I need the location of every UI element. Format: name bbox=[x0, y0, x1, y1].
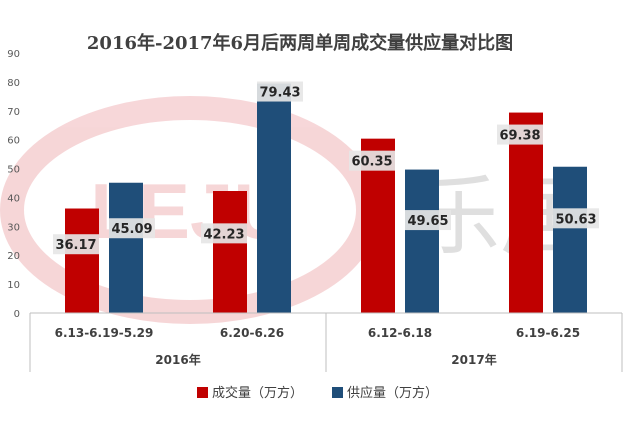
y-axis: 0 10 20 30 40 50 60 70 80 90 bbox=[7, 49, 20, 320]
data-label: 49.65 bbox=[407, 214, 448, 229]
y-tick-label: 90 bbox=[7, 49, 20, 60]
bar-volume bbox=[213, 191, 247, 313]
bar-supply bbox=[257, 83, 291, 313]
data-label-box bbox=[53, 234, 99, 255]
legend-swatch bbox=[332, 387, 343, 398]
data-label: 42.23 bbox=[203, 227, 244, 242]
data-label: 69.38 bbox=[499, 129, 540, 144]
legend-swatch bbox=[197, 387, 208, 398]
group-label: 2017年 bbox=[451, 352, 496, 367]
y-tick-label: 70 bbox=[7, 107, 20, 118]
y-tick-label: 40 bbox=[7, 193, 20, 204]
data-label-box bbox=[349, 150, 395, 171]
legend-label: 成交量（万方） bbox=[212, 385, 303, 401]
data-label-box bbox=[405, 210, 451, 231]
bar-supply bbox=[109, 182, 143, 313]
y-tick-label: 0 bbox=[14, 309, 20, 320]
x-axis: 6.13-6.19-5.29 6.20-6.26 6.12-6.18 6.19-6.2… bbox=[29, 312, 623, 372]
y-tick-label: 80 bbox=[7, 78, 20, 89]
data-label-box bbox=[257, 81, 303, 102]
data-label: 45.09 bbox=[111, 222, 152, 237]
bar-volume bbox=[65, 208, 99, 313]
data-label: 60.35 bbox=[351, 155, 392, 170]
data-label: 50.63 bbox=[555, 212, 596, 227]
x-tick-label: 6.19-6.25 bbox=[516, 326, 580, 340]
data-label: 36.17 bbox=[55, 238, 96, 253]
data-label-box bbox=[201, 223, 247, 244]
y-tick-label: 20 bbox=[7, 251, 20, 262]
x-tick-label: 6.20-6.26 bbox=[220, 326, 284, 340]
legend: 成交量（万方） 供应量（万方） bbox=[197, 385, 438, 401]
group-label: 2016年 bbox=[155, 352, 200, 367]
chart-title: 2016年-2017年6月后两周单周成交量供应量对比图 bbox=[87, 32, 513, 54]
x-tick-label: 6.12-6.18 bbox=[368, 326, 432, 340]
data-label-box bbox=[109, 218, 155, 239]
data-label: 79.43 bbox=[259, 86, 300, 101]
bars: 36.17 45.09 42.23 79.43 60.35 49.65 69.38 50.63 bbox=[53, 81, 599, 314]
bar-volume bbox=[509, 112, 543, 314]
y-tick-label: 10 bbox=[7, 280, 20, 291]
bar-supply bbox=[553, 166, 587, 313]
y-tick-label: 60 bbox=[7, 136, 20, 147]
bar-supply bbox=[405, 169, 439, 313]
data-label-box bbox=[553, 208, 599, 229]
data-label-box bbox=[497, 124, 543, 145]
y-tick-label: 30 bbox=[7, 222, 20, 233]
y-tick-label: 50 bbox=[7, 165, 20, 176]
legend-label: 供应量（万方） bbox=[347, 385, 438, 401]
x-tick-label: 6.13-6.19-5.29 bbox=[55, 326, 154, 340]
